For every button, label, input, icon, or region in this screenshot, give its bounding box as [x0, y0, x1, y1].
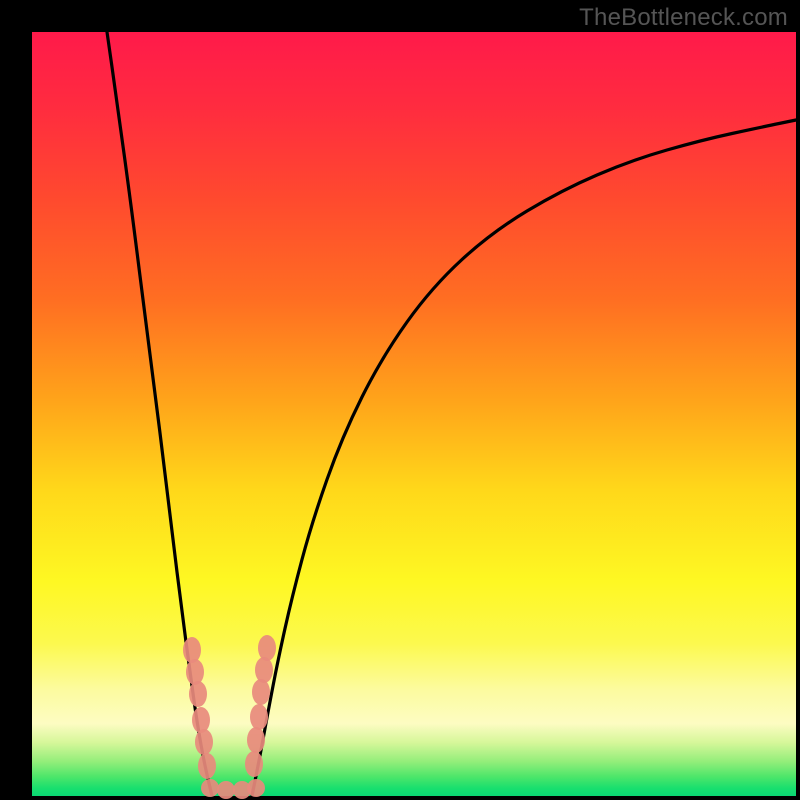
- marker-right: [245, 751, 263, 777]
- marker-bottom: [247, 779, 265, 797]
- marker-left: [183, 637, 201, 663]
- marker-right: [255, 657, 273, 683]
- chart-svg: [0, 0, 800, 800]
- marker-bottom: [201, 779, 219, 797]
- marker-left: [198, 753, 216, 779]
- watermark-text: TheBottleneck.com: [579, 4, 788, 32]
- marker-left: [192, 707, 210, 733]
- marker-left: [195, 729, 213, 755]
- marker-right: [252, 679, 270, 705]
- bottleneck-chart: TheBottleneck.com: [0, 0, 800, 800]
- marker-right: [250, 704, 268, 730]
- marker-left: [186, 659, 204, 685]
- marker-bottom: [217, 781, 235, 799]
- marker-left: [189, 681, 207, 707]
- marker-right: [247, 727, 265, 753]
- marker-right: [258, 635, 276, 661]
